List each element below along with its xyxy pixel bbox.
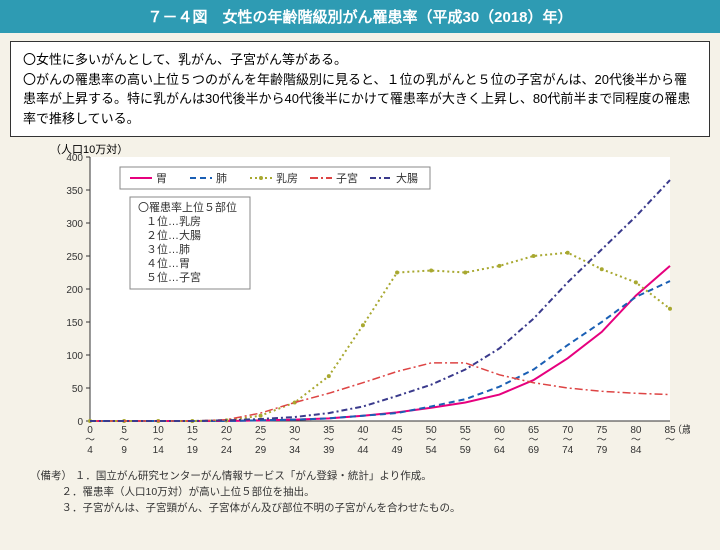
footnote-item: ２．罹患率（人口10万対）が高い上位５部位を抽出。 (62, 486, 315, 498)
svg-text:9: 9 (121, 445, 127, 456)
svg-text:44: 44 (357, 445, 369, 456)
svg-text:74: 74 (562, 445, 574, 456)
svg-text:乳房: 乳房 (276, 172, 298, 185)
svg-text:300: 300 (66, 219, 83, 230)
footnote-label: （備考） (30, 470, 72, 482)
svg-text:250: 250 (66, 252, 83, 263)
footnote-item: １．国立がん研究センターがん情報サービス「がん登録・統計」より作成。 (75, 470, 432, 482)
footnote-item: ３．子宮がんは、子宮頸がん、子宮体がん及び部位不明の子宮がんを合わせたもの。 (62, 502, 461, 514)
svg-text:100: 100 (66, 351, 83, 362)
note-line: 〇がんの罹患率の高い上位５つのがんを年齢階級別に見ると、１位の乳がんと５位の子宮… (23, 70, 697, 129)
svg-text:子宮: 子宮 (336, 171, 358, 185)
svg-text:4: 4 (87, 445, 93, 456)
note-line: 〇女性に多いがんとして、乳がん、子宮がん等がある。 (23, 50, 697, 70)
svg-text:胃: 胃 (156, 172, 167, 185)
svg-text:59: 59 (460, 445, 472, 456)
svg-text:79: 79 (596, 445, 608, 456)
svg-text:150: 150 (66, 318, 83, 329)
svg-text:34: 34 (289, 445, 301, 456)
notes-box: 〇女性に多いがんとして、乳がん、子宮がん等がある。 〇がんの罹患率の高い上位５つ… (10, 41, 710, 137)
svg-text:３位…肺: ３位…肺 (146, 242, 190, 256)
svg-text:24: 24 (221, 445, 233, 456)
svg-text:（歳）: （歳） (672, 424, 690, 436)
svg-text:50: 50 (72, 384, 84, 395)
svg-text:大腸: 大腸 (396, 171, 418, 185)
line-chart: 0501001502002503003504000〜45〜910〜1415〜19… (50, 141, 690, 461)
svg-text:５位…子宮: ５位…子宮 (146, 270, 201, 284)
svg-text:350: 350 (66, 186, 83, 197)
svg-text:１位…乳房: １位…乳房 (146, 214, 201, 228)
chart-title: ７－４図 女性の年齢階級別がん罹患率（平成30（2018）年） (0, 0, 720, 33)
svg-text:〇罹患率上位５部位: 〇罹患率上位５部位 (138, 200, 237, 214)
svg-text:〜: 〜 (665, 435, 675, 446)
svg-text:69: 69 (528, 445, 540, 456)
svg-text:64: 64 (494, 445, 506, 456)
y-axis-label: （人口10万対） (50, 141, 128, 157)
svg-text:２位…大腸: ２位…大腸 (146, 228, 201, 242)
svg-text:29: 29 (255, 445, 267, 456)
svg-text:200: 200 (66, 285, 83, 296)
svg-text:４位…胃: ４位…胃 (146, 256, 190, 270)
svg-text:0: 0 (77, 417, 83, 428)
svg-text:49: 49 (391, 445, 403, 456)
footnotes: （備考） １．国立がん研究センターがん情報サービス「がん登録・統計」より作成。 … (0, 465, 720, 526)
svg-text:39: 39 (323, 445, 335, 456)
svg-text:14: 14 (153, 445, 165, 456)
svg-text:84: 84 (630, 445, 642, 456)
svg-text:肺: 肺 (216, 172, 227, 185)
svg-text:19: 19 (187, 445, 199, 456)
svg-text:54: 54 (426, 445, 438, 456)
chart-container: （人口10万対） 0501001502002503003504000〜45〜91… (0, 141, 720, 465)
